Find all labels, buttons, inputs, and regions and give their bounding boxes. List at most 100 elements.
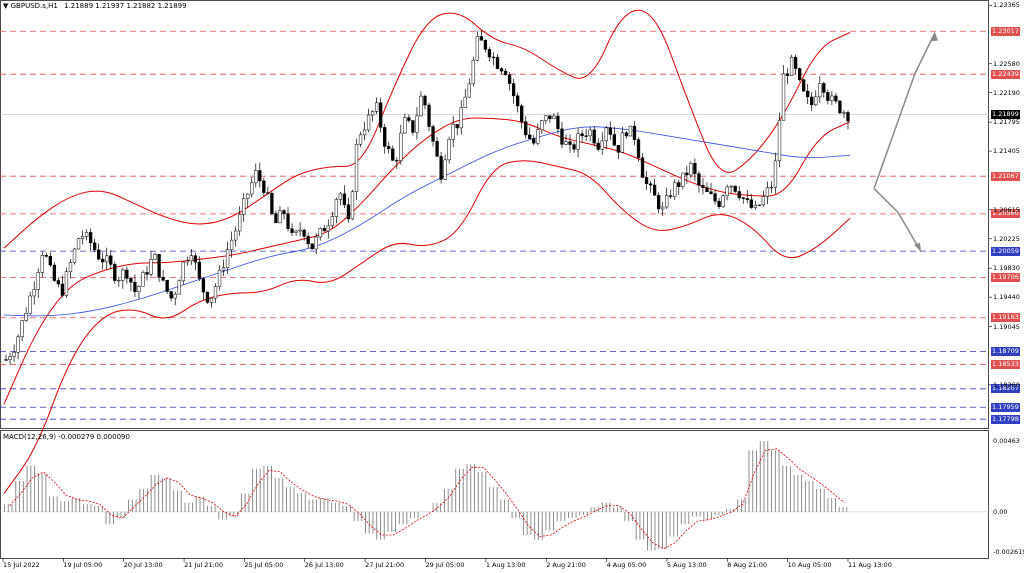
candle-body (80, 236, 85, 239)
bollinger-mid-line (3, 117, 851, 405)
candle-body (628, 125, 633, 137)
candle-body (153, 254, 157, 260)
candle-body (254, 170, 258, 184)
price-tick-label: 1.22580 (993, 59, 1020, 68)
time-tick-label: 4 Aug 05:00 (606, 561, 647, 569)
candle-body (568, 141, 572, 145)
candle-body (423, 95, 427, 106)
candle-body (84, 232, 89, 237)
candle-body (173, 293, 177, 299)
candle-body (282, 210, 286, 214)
candle-body (648, 183, 653, 186)
moving-average-line (3, 126, 851, 317)
candle-body (20, 320, 24, 338)
macd-panel-frame (0, 430, 989, 559)
candle-body (298, 229, 302, 232)
candle-body (793, 56, 798, 69)
candle-body (411, 120, 415, 133)
candle-body (149, 259, 153, 275)
candle-body (455, 124, 459, 129)
candle-body (507, 74, 512, 84)
candle-body (495, 56, 500, 69)
time-tick-label: 15 Jul 2022 (3, 561, 40, 569)
candle-body (685, 172, 689, 176)
candle-body (717, 200, 721, 207)
time-tick-label: 29 Jul 05:00 (425, 561, 465, 569)
candle-body (765, 187, 770, 197)
candle-body (753, 205, 757, 208)
candle-body (334, 199, 339, 217)
candle-body (407, 117, 411, 121)
candle-body (48, 256, 52, 266)
candle-body (101, 258, 105, 263)
candle-body (12, 352, 16, 357)
level-tag: 1.17798 (991, 414, 1020, 424)
time-tick-label: 25 Jul 05:00 (244, 561, 284, 569)
candle-body (475, 36, 480, 61)
candle-body (225, 249, 230, 268)
candle-body (729, 185, 733, 188)
candle-body (802, 79, 806, 92)
candle-body (8, 356, 12, 360)
candle-body (592, 129, 596, 144)
candle-body (777, 120, 782, 162)
candle-body (56, 280, 61, 285)
candle-body (830, 95, 834, 101)
time-tick-label: 11 Aug 13:00 (848, 561, 892, 569)
candle-body (415, 115, 419, 133)
candle-body (447, 139, 451, 161)
candle-body (709, 191, 713, 194)
candle-body (229, 239, 234, 250)
candle-body (705, 187, 709, 193)
candle-body (221, 267, 226, 271)
candle-body (141, 272, 145, 287)
candle-body (294, 230, 298, 233)
candle-body (826, 92, 830, 101)
candle-body (540, 120, 544, 130)
candle-body (238, 214, 242, 232)
candle-body (310, 243, 314, 250)
candle-body (250, 182, 254, 195)
candle-body (278, 210, 282, 224)
projection-up-arrow (873, 32, 936, 189)
candle-body (511, 83, 516, 97)
level-tag: 1.22439 (991, 69, 1020, 79)
candle-body (467, 83, 471, 98)
bollinger-lower-line (3, 160, 851, 494)
candle-body (314, 236, 318, 250)
candle-body (395, 160, 399, 162)
collapse-triangle-icon[interactable]: ▼ (3, 2, 9, 10)
candle-body (185, 260, 189, 263)
price-tick-label: 1.19440 (993, 293, 1020, 302)
candle-body (834, 95, 838, 102)
candle-body (36, 272, 40, 290)
candle-body (302, 229, 306, 237)
candle-body (60, 283, 65, 296)
candle-body (362, 129, 367, 136)
price-tick-label: 1.18260 (993, 380, 1020, 389)
macd-signal-line (9, 448, 845, 550)
candle-body (483, 40, 488, 50)
candle-body (133, 282, 137, 293)
candle-body (399, 132, 403, 161)
candle-body (266, 192, 270, 194)
candle-body (491, 56, 496, 59)
candle-body (669, 195, 673, 197)
candle-body (193, 255, 198, 263)
candle-body (806, 90, 810, 98)
candle-body (121, 269, 125, 281)
level-tag: 1.19163 (991, 313, 1020, 323)
candle-body (242, 198, 246, 215)
candle-body (443, 159, 447, 180)
candle-body (725, 186, 729, 196)
candle-body (471, 59, 475, 85)
level-tag: 1.18207 (991, 384, 1020, 394)
macd-tick-label: 0.00 (993, 507, 1008, 516)
candle-body (286, 213, 290, 229)
time-tick-label: 20 Jul 13:00 (123, 561, 163, 569)
time-tick-label: 8 Aug 21:00 (727, 561, 767, 569)
price-tick-label: 1.21405 (993, 147, 1020, 156)
candle-body (125, 269, 129, 279)
candle-body (785, 73, 790, 76)
